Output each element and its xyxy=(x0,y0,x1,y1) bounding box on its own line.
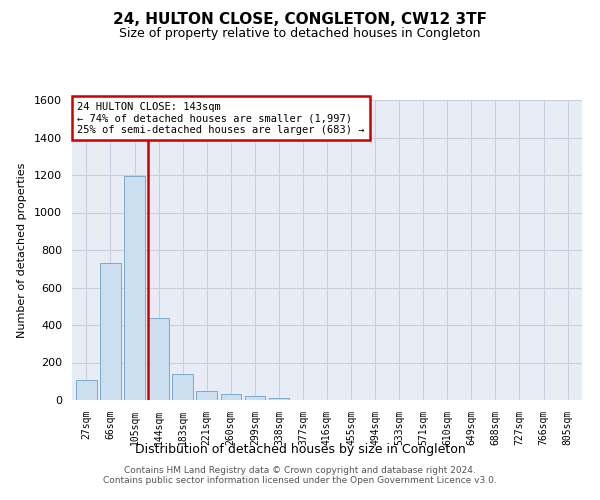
Bar xyxy=(245,396,265,400)
Text: Contains HM Land Registry data © Crown copyright and database right 2024.
Contai: Contains HM Land Registry data © Crown c… xyxy=(103,466,497,485)
Y-axis label: Number of detached properties: Number of detached properties xyxy=(17,162,27,338)
Text: Distribution of detached houses by size in Congleton: Distribution of detached houses by size … xyxy=(134,442,466,456)
Bar xyxy=(172,374,193,400)
Bar xyxy=(148,318,169,400)
Bar xyxy=(124,176,145,400)
Bar xyxy=(196,390,217,400)
Bar xyxy=(76,380,97,400)
Text: 24 HULTON CLOSE: 143sqm
← 74% of detached houses are smaller (1,997)
25% of semi: 24 HULTON CLOSE: 143sqm ← 74% of detache… xyxy=(77,102,365,134)
Bar xyxy=(100,263,121,400)
Bar xyxy=(269,398,289,400)
Text: Size of property relative to detached houses in Congleton: Size of property relative to detached ho… xyxy=(119,28,481,40)
Bar xyxy=(221,394,241,400)
Text: 24, HULTON CLOSE, CONGLETON, CW12 3TF: 24, HULTON CLOSE, CONGLETON, CW12 3TF xyxy=(113,12,487,28)
